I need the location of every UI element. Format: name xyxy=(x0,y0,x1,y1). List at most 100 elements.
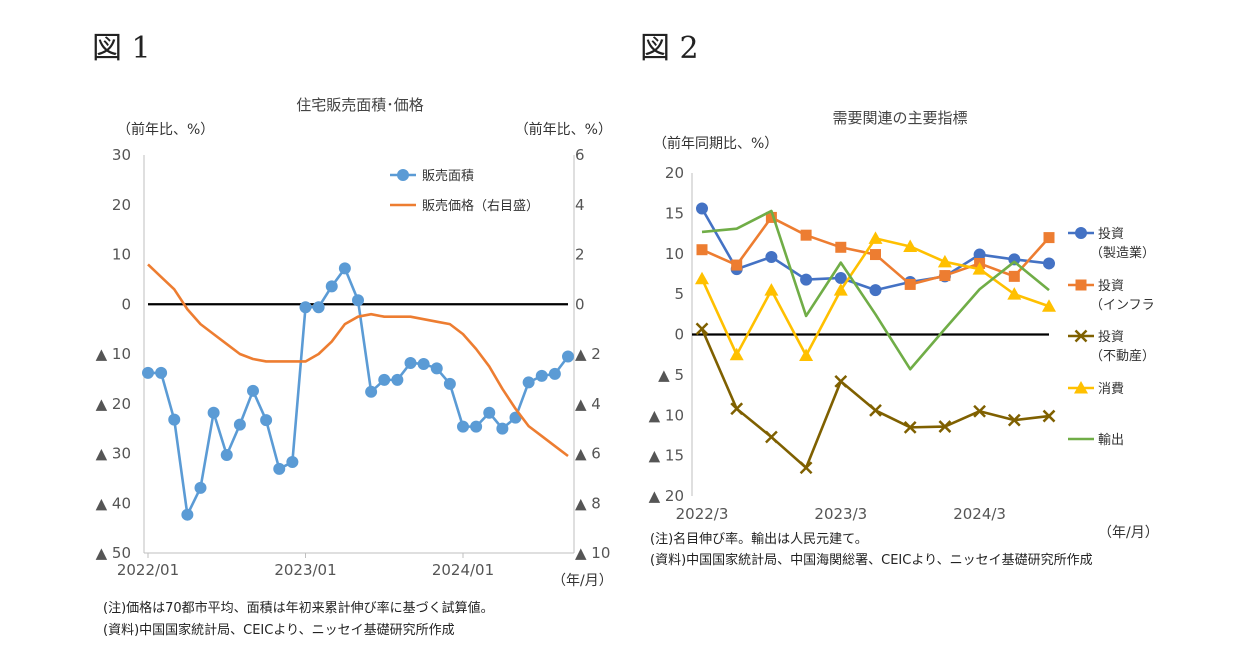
chart-2-point-series-4 xyxy=(695,271,709,285)
chart-2-point-series-4 xyxy=(868,231,883,244)
chart-2-left-unit: （前年同期比、%） xyxy=(653,135,778,152)
chart-1-legend-label-2: 販売価格（右目盛） xyxy=(422,198,539,214)
chart-1-point-series-1 xyxy=(483,406,496,419)
chart-1-point-series-1 xyxy=(220,448,233,461)
chart-2-point-series-2 xyxy=(1008,270,1020,282)
chart-2-legend-label-4: 消費 xyxy=(1098,382,1124,397)
chart-1-point-series-1 xyxy=(522,376,535,389)
chart-1-point-series-1 xyxy=(260,414,273,427)
chart-2-point-series-1 xyxy=(765,250,778,263)
chart-1-right-tick-label: 6 xyxy=(575,146,585,164)
chart-2-point-series-4 xyxy=(833,283,848,296)
chart-2-title: 需要関連の主要指標 xyxy=(832,109,967,127)
figure-1-label: 図 1 xyxy=(92,31,151,66)
chart-1-point-series-1 xyxy=(233,418,246,431)
chart-2-point-series-3 xyxy=(695,322,709,336)
chart-1-right-tick-label: ▲ 6 xyxy=(575,445,601,463)
chart-2-legend-label-3: 投資 xyxy=(1098,329,1124,345)
chart-2-legend-label-2: 投資 xyxy=(1098,278,1124,294)
chart-1-point-series-1 xyxy=(457,420,469,433)
chart-1-left-tick-label: 10 xyxy=(112,246,131,264)
chart-2-x-tick-label: 2023/3 xyxy=(814,505,867,523)
chart-2-point-series-2 xyxy=(1043,232,1055,244)
chart-2-y-tick-label: ▲ 5 xyxy=(658,366,684,384)
chart-1-left-tick-label: ▲ 10 xyxy=(96,345,131,363)
chart-1-right-tick-label: ▲ 2 xyxy=(575,345,601,363)
chart-2-point-series-3 xyxy=(1007,413,1021,427)
chart-1-left-tick-label: ▲ 30 xyxy=(96,445,131,463)
chart-1-left-tick-label: 0 xyxy=(121,295,131,313)
chart-1-point-series-1 xyxy=(430,362,443,375)
chart-2-demand-indicators: 需要関連の主要指標 （前年同期比、%） 20 15 10 5 0 ▲ 5 ▲ 10 ▲ 15 ▲… xyxy=(649,109,1159,541)
chart-1-point-series-1 xyxy=(562,350,574,363)
chart-1-x-tick-label: 2023/01 xyxy=(274,561,336,579)
chart-1-left-tick-label: 30 xyxy=(112,146,131,164)
chart-2-point-series-2 xyxy=(904,278,916,290)
chart-1-point-series-1 xyxy=(273,462,286,475)
chart-1-point-series-1 xyxy=(352,294,364,307)
chart-1-point-series-1 xyxy=(417,357,430,370)
chart-1-x-unit: （年/月） xyxy=(552,573,613,589)
chart-2-y-tick-label: ▲ 10 xyxy=(649,406,684,424)
chart-2-source: (資料)中国国家統計局、中国海関総署、CEICより、ニッセイ基礎研究所作成 xyxy=(650,552,1093,568)
chart-2-x-tick-label: 2022/3 xyxy=(676,505,729,523)
chart-2-legend-marker-3 xyxy=(1074,329,1088,343)
chart-2-y-tick-label: 15 xyxy=(665,204,684,222)
chart-1-point-series-1 xyxy=(391,373,404,386)
chart-2-point-series-3 xyxy=(869,404,882,417)
chart-2-note: (注)名目伸び率。輸出は人民元建て。 xyxy=(650,531,868,547)
chart-1-x-tick-label: 2024/01 xyxy=(432,561,494,579)
chart-1-point-series-1 xyxy=(365,385,378,398)
chart-2-legend-marker-1 xyxy=(1075,227,1087,239)
chart-2-point-series-2 xyxy=(765,211,777,223)
chart-2-legend-sublabel-3: （不動産） xyxy=(1090,348,1155,364)
chart-2-point-series-1 xyxy=(696,202,708,215)
chart-2-y-tick-label: 20 xyxy=(665,164,684,182)
chart-1-point-series-1 xyxy=(247,384,259,397)
chart-2-point-series-2 xyxy=(835,241,847,253)
chart-1-source: (資料)中国国家統計局、CEICより、ニッセイ基礎研究所作成 xyxy=(103,622,455,638)
chart-1-point-series-1 xyxy=(181,508,194,521)
chart-2-point-series-1 xyxy=(800,273,813,286)
chart-1-point-series-1 xyxy=(325,280,338,293)
chart-1-point-series-1 xyxy=(168,413,181,426)
chart-1-point-series-1 xyxy=(155,366,168,379)
chart-1-point-series-1 xyxy=(312,301,325,314)
chart-2-legend-marker-4 xyxy=(1074,381,1088,394)
chart-2-y-tick-label: 0 xyxy=(674,326,684,344)
chart-1-left-tick-label: ▲ 20 xyxy=(96,395,131,413)
chart-1-right-tick-label: ▲ 4 xyxy=(575,395,601,413)
chart-2-legend-sublabel-1: （製造業） xyxy=(1090,245,1155,261)
chart-1-point-series-1 xyxy=(378,373,391,386)
chart-1-note: (注)価格は70都市平均、面積は年初来累計伸び率に基づく試算値。 xyxy=(103,600,494,616)
chart-2-y-tick-label: ▲ 15 xyxy=(649,447,684,465)
chart-1-right-unit: （前年比、%） xyxy=(515,121,612,138)
chart-1-point-series-1 xyxy=(338,262,351,275)
chart-2-legend-label-1: 投資 xyxy=(1098,226,1124,242)
chart-1-point-series-1 xyxy=(142,366,154,379)
chart-1-point-series-1 xyxy=(404,356,417,369)
chart-2-point-series-4 xyxy=(1007,287,1022,300)
chart-2-point-series-1 xyxy=(1043,257,1055,270)
chart-1-left-tick-label: 20 xyxy=(112,196,131,214)
chart-2-point-series-3 xyxy=(834,374,848,388)
chart-1-right-tick-label: 4 xyxy=(575,196,585,214)
chart-1-point-series-1 xyxy=(207,406,220,419)
chart-2-point-series-4 xyxy=(799,348,814,361)
chart-2-legend-sublabel-2: （インフラ xyxy=(1090,298,1155,313)
chart-1-right-tick-label: ▲ 8 xyxy=(575,494,601,512)
chart-2-point-series-4 xyxy=(729,347,744,361)
chart-1-point-series-1 xyxy=(286,455,299,468)
chart-1-x-tick-label: 2022/01 xyxy=(117,561,179,579)
chart-2-point-series-2 xyxy=(696,244,708,256)
chart-1-point-series-1 xyxy=(496,422,509,435)
chart-1-series-line-2 xyxy=(147,263,569,458)
chart-2-point-series-4 xyxy=(972,262,987,275)
chart-2-x-unit: （年/月） xyxy=(1098,525,1159,541)
figure-2-label: 図 2 xyxy=(640,31,699,66)
chart-1-point-series-1 xyxy=(548,367,561,380)
chart-1-legend-label-1: 販売面積 xyxy=(422,168,474,184)
